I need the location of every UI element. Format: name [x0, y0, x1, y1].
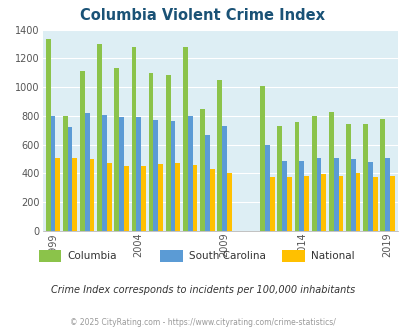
Bar: [136, 117, 141, 231]
Bar: [345, 124, 350, 231]
Bar: [350, 159, 355, 231]
Bar: [320, 174, 325, 231]
Text: © 2025 CityRating.com - https://www.cityrating.com/crime-statistics/: © 2025 CityRating.com - https://www.city…: [70, 318, 335, 327]
Bar: [131, 47, 136, 231]
Bar: [90, 159, 94, 231]
Bar: [192, 165, 197, 231]
Bar: [119, 117, 124, 231]
Bar: [379, 119, 384, 231]
Bar: [97, 44, 102, 231]
Bar: [148, 73, 153, 231]
Bar: [389, 176, 394, 231]
Bar: [222, 126, 226, 231]
Bar: [362, 124, 367, 231]
Bar: [260, 86, 264, 231]
Bar: [170, 121, 175, 231]
Text: South Carolina: South Carolina: [188, 251, 265, 261]
Bar: [124, 166, 128, 231]
Bar: [294, 122, 298, 231]
Bar: [158, 164, 163, 231]
Bar: [166, 75, 170, 231]
Bar: [85, 113, 90, 231]
Bar: [183, 47, 188, 231]
Bar: [200, 109, 205, 231]
Bar: [153, 120, 158, 231]
Bar: [269, 177, 274, 231]
Bar: [205, 135, 209, 231]
Bar: [50, 116, 55, 231]
Bar: [367, 162, 372, 231]
Bar: [72, 158, 77, 231]
Bar: [298, 161, 303, 231]
Bar: [63, 116, 68, 231]
Bar: [80, 71, 85, 231]
Bar: [277, 126, 281, 231]
Text: Crime Index corresponds to incidents per 100,000 inhabitants: Crime Index corresponds to incidents per…: [51, 285, 354, 295]
Bar: [328, 112, 333, 231]
Bar: [311, 116, 316, 231]
Bar: [141, 166, 145, 231]
Text: National: National: [310, 251, 353, 261]
Bar: [175, 163, 180, 231]
Bar: [264, 146, 269, 231]
Bar: [68, 127, 72, 231]
Bar: [102, 115, 107, 231]
Bar: [333, 158, 338, 231]
Bar: [303, 176, 308, 231]
Bar: [286, 177, 291, 231]
Text: Columbia Violent Crime Index: Columbia Violent Crime Index: [80, 8, 325, 23]
Bar: [209, 169, 214, 231]
Bar: [217, 80, 222, 231]
Bar: [114, 68, 119, 231]
Bar: [46, 39, 50, 231]
Bar: [107, 163, 111, 231]
Bar: [226, 173, 231, 231]
Bar: [372, 177, 377, 231]
Text: Columbia: Columbia: [67, 251, 116, 261]
Bar: [55, 158, 60, 231]
Bar: [188, 116, 192, 231]
Bar: [384, 158, 389, 231]
Bar: [355, 174, 360, 231]
Bar: [338, 176, 343, 231]
Bar: [316, 158, 320, 231]
Bar: [281, 161, 286, 231]
